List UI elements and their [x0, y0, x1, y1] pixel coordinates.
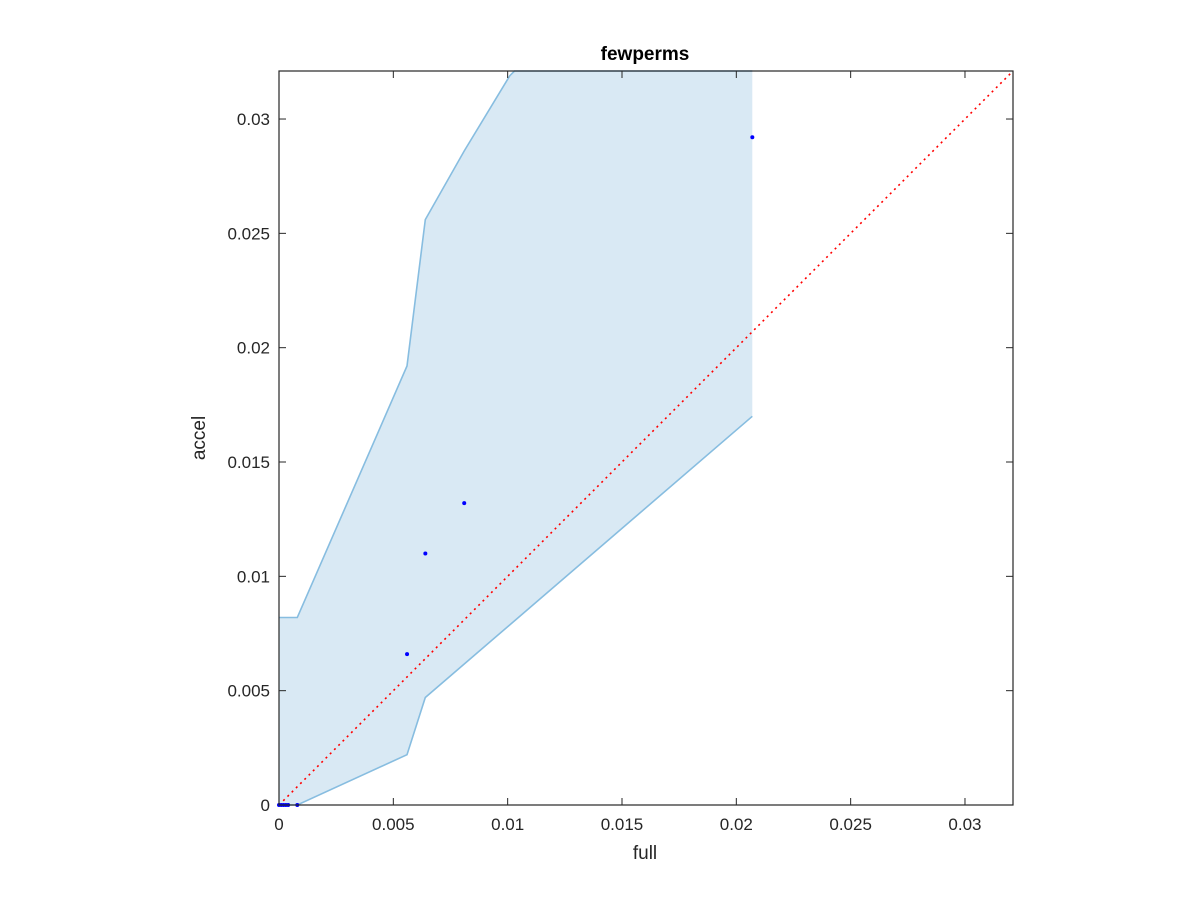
- y-tick-label: 0.03: [237, 110, 270, 129]
- y-axis-label: accel: [189, 416, 210, 460]
- x-tick-label: 0.025: [829, 815, 872, 834]
- x-tick-label: 0: [274, 815, 283, 834]
- y-tick-label: 0.02: [237, 339, 270, 358]
- chart-title: fewperms: [601, 44, 690, 65]
- band-fill: [279, 71, 753, 805]
- y-tick-label: 0.025: [227, 224, 270, 243]
- x-tick-label: 0.03: [948, 815, 981, 834]
- data-point: [750, 135, 755, 140]
- y-tick-label: 0.01: [237, 567, 270, 586]
- data-point: [462, 501, 467, 506]
- data-point: [423, 551, 428, 556]
- reference-line: [278, 70, 1014, 806]
- x-tick-label: 0.005: [372, 815, 415, 834]
- y-tick-label: 0.005: [227, 682, 270, 701]
- plot-box: [278, 70, 1014, 806]
- data-points-layer: [277, 135, 755, 807]
- x-tick-label: 0.01: [491, 815, 524, 834]
- band-upper-edge: [279, 70, 753, 619]
- confidence-band-layer: [279, 70, 753, 806]
- axes-layer: 0 0.005 0.01 0.015 0.02 0.025 0.03 0 0.005 0.01 0.…: [227, 70, 1014, 834]
- reference-line-layer: [278, 70, 1014, 806]
- y-tick-label: 0.015: [227, 453, 270, 472]
- x-tick-label: 0.015: [601, 815, 644, 834]
- x-tick-label: 0.02: [720, 815, 753, 834]
- y-tick-label: 0: [261, 796, 270, 815]
- x-axis-label: full: [633, 843, 657, 864]
- data-point: [405, 652, 410, 657]
